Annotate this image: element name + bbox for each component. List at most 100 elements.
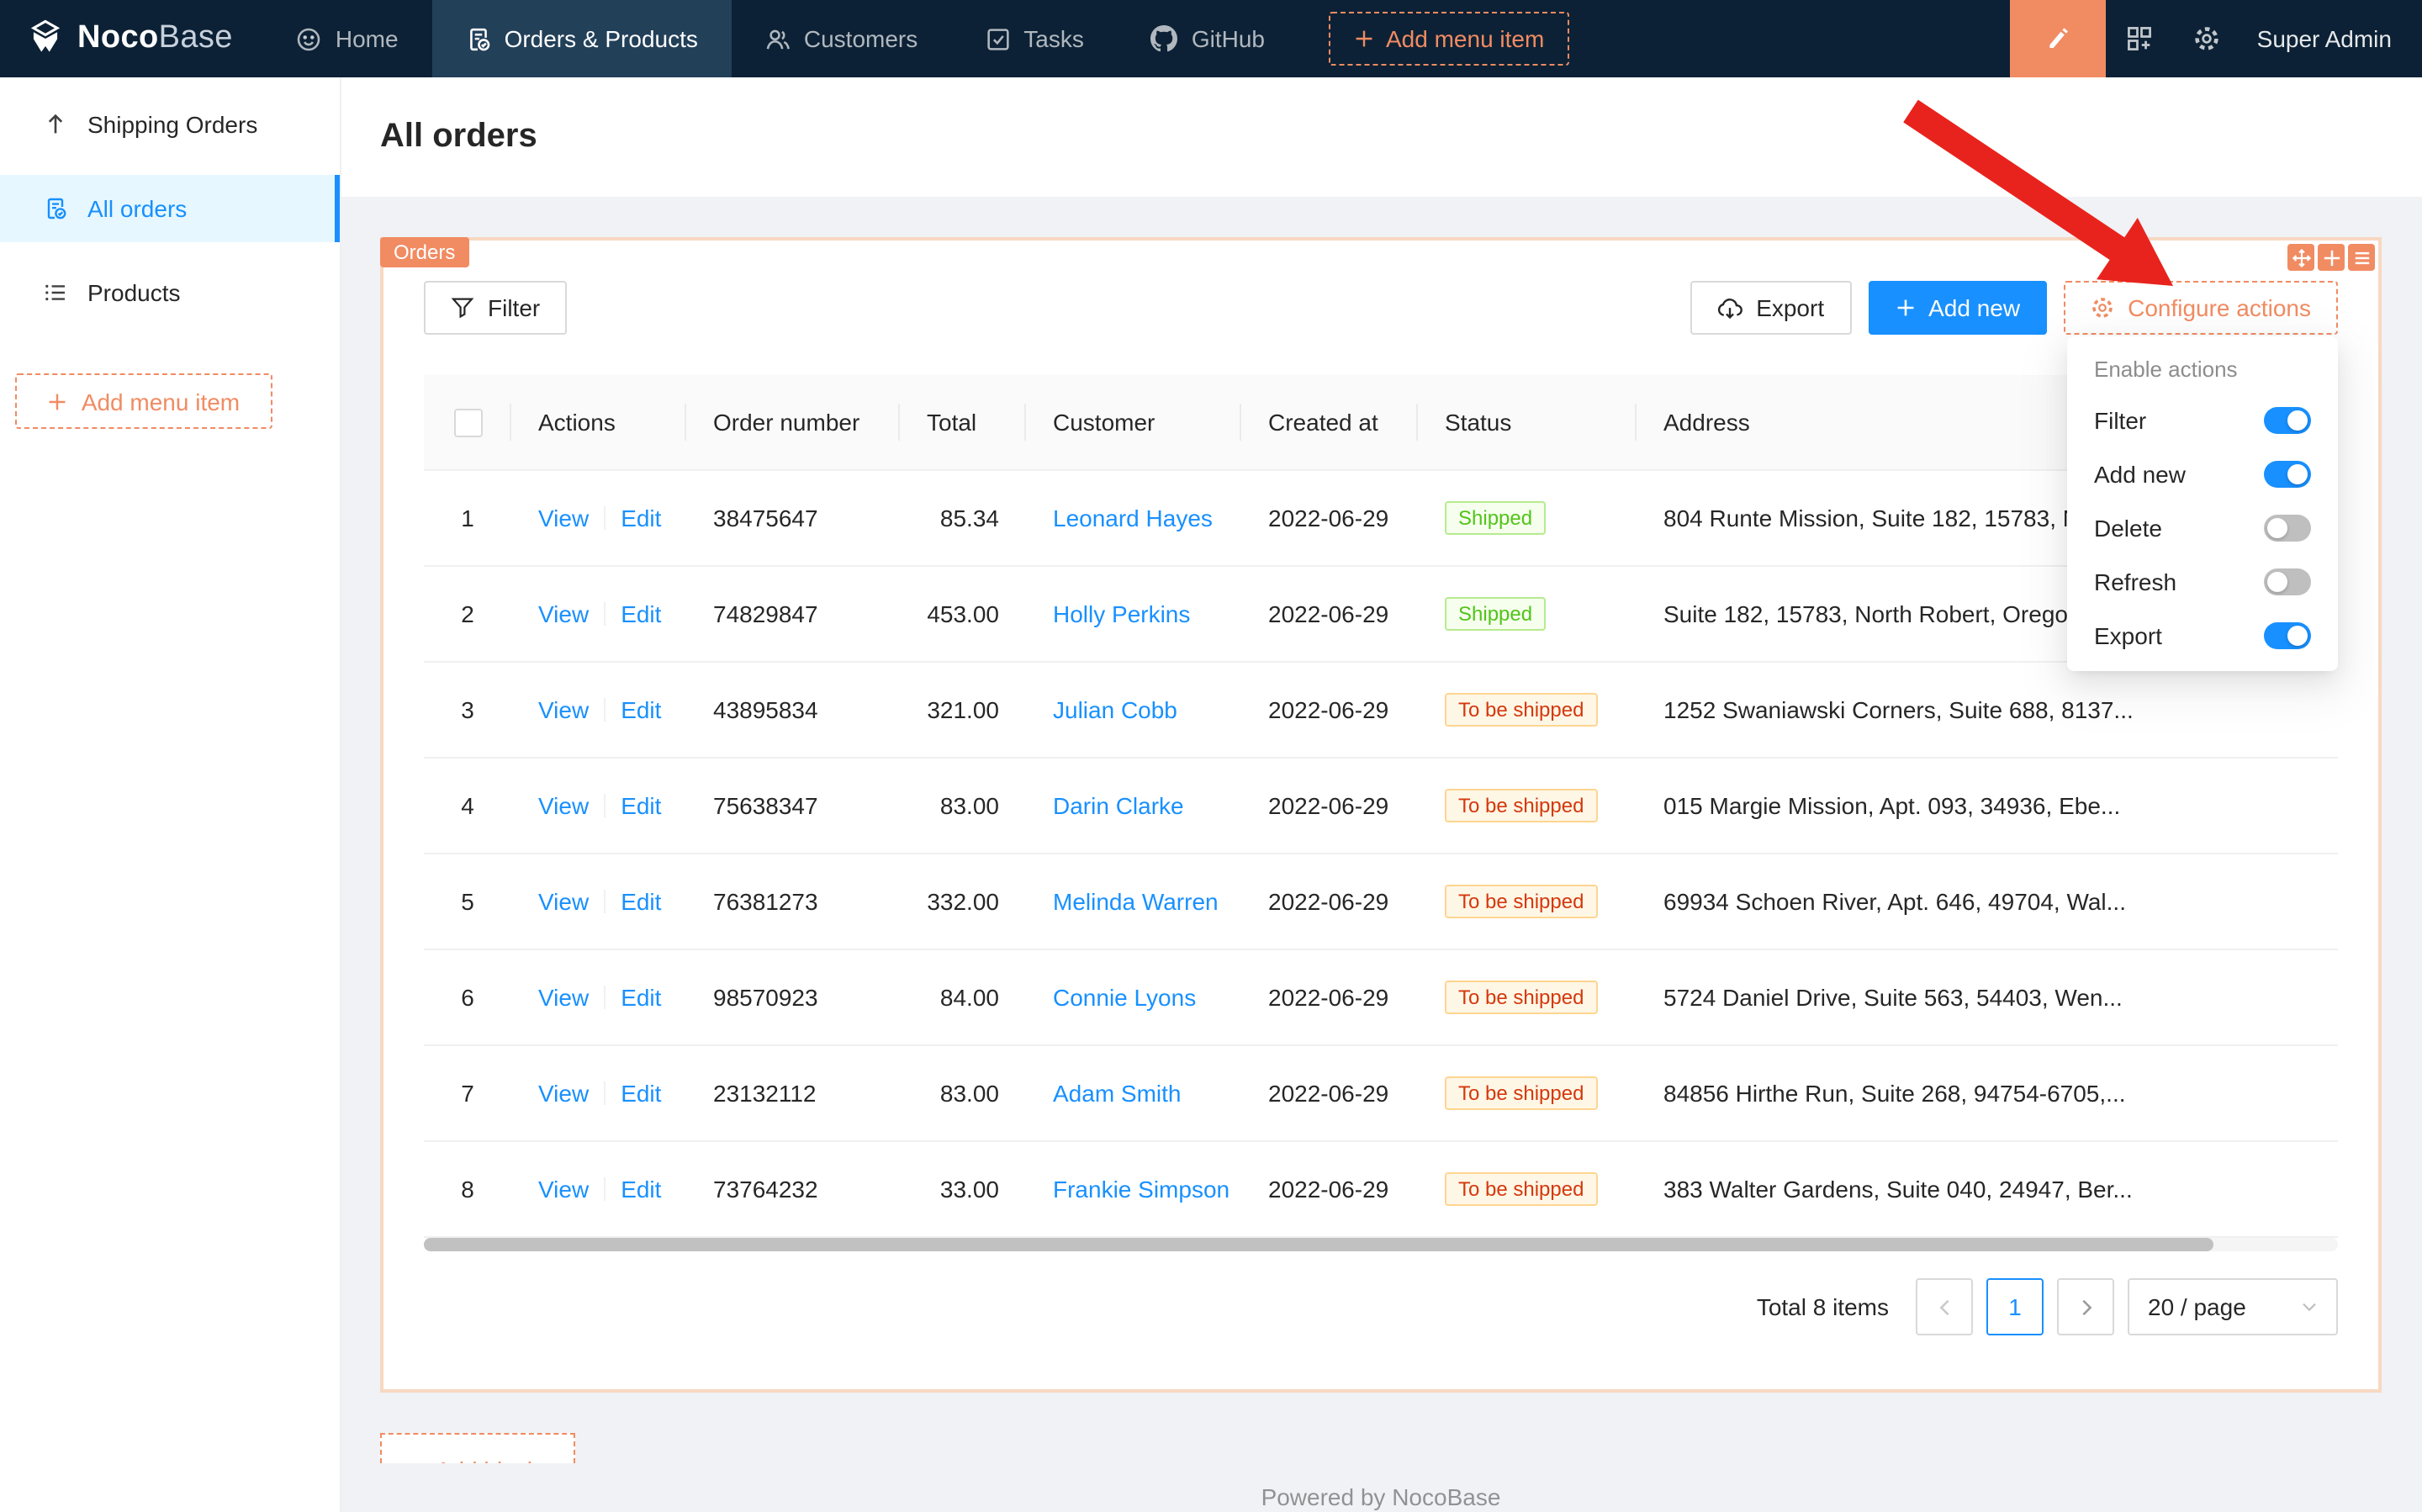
toggle-switch[interactable] bbox=[2264, 515, 2311, 542]
table-row: 6 View Edit 98570923 84.00 Connie Lyons 2022-0… bbox=[424, 949, 2338, 1046]
drag-handle[interactable] bbox=[2287, 244, 2314, 271]
created-at-cell: 2022-06-29 bbox=[1268, 984, 1389, 1011]
edit-link[interactable]: Edit bbox=[621, 792, 662, 819]
table-row: 3 View Edit 43895834 321.00 Julian Cobb 2022-0… bbox=[424, 662, 2338, 759]
table-row: 7 View Edit 23132112 83.00 Adam Smith 2022-06-… bbox=[424, 1045, 2338, 1142]
check-square-icon bbox=[985, 26, 1010, 51]
view-link[interactable]: View bbox=[538, 505, 590, 531]
address-cell: 804 Runte Mission, Suite 182, 15783, N bbox=[1663, 505, 2080, 531]
customer-link[interactable]: Darin Clarke bbox=[1053, 792, 1184, 819]
select-all-checkbox[interactable] bbox=[453, 408, 482, 437]
customer-link[interactable]: Holly Perkins bbox=[1053, 600, 1191, 627]
row-index: 1 bbox=[461, 505, 474, 531]
sidebar: Shipping Orders All orders Products bbox=[0, 77, 341, 1512]
created-at-cell: 2022-06-29 bbox=[1268, 600, 1389, 627]
settings-button[interactable] bbox=[2173, 0, 2240, 77]
edit-link[interactable]: Edit bbox=[621, 600, 662, 627]
nav-item-tasks[interactable]: Tasks bbox=[951, 0, 1118, 77]
customer-link[interactable]: Leonard Hayes bbox=[1053, 505, 1213, 531]
toggle-switch[interactable] bbox=[2264, 622, 2311, 649]
customer-link[interactable]: Melinda Warren bbox=[1053, 888, 1219, 915]
column-header-created-at: Created at bbox=[1241, 375, 1418, 471]
sidebar-item-label: Products bbox=[87, 279, 181, 306]
popover-title: Enable actions bbox=[2094, 357, 2238, 382]
user-name: Super Admin bbox=[2256, 25, 2392, 52]
nav-item-orders-products[interactable]: Orders & Products bbox=[431, 0, 732, 77]
table-row: 5 View Edit 76381273 332.00 Melinda Warren 202… bbox=[424, 854, 2338, 950]
table-header-row: Actions Order number Total Customer Crea… bbox=[424, 375, 2338, 471]
order-number-cell: 98570923 bbox=[713, 984, 818, 1011]
customer-link[interactable]: Frankie Simpson bbox=[1053, 1176, 1230, 1203]
column-header-order-number: Order number bbox=[686, 375, 900, 471]
page-title: All orders bbox=[380, 118, 537, 155]
customer-link[interactable]: Adam Smith bbox=[1053, 1080, 1182, 1107]
navbar-add-menu-item-button[interactable]: Add menu item bbox=[1329, 12, 1570, 66]
customer-link[interactable]: Julian Cobb bbox=[1053, 696, 1177, 723]
view-link[interactable]: View bbox=[538, 696, 590, 723]
view-link[interactable]: View bbox=[538, 792, 590, 819]
view-link[interactable]: View bbox=[538, 984, 590, 1011]
view-link[interactable]: View bbox=[538, 600, 590, 627]
edit-link[interactable]: Edit bbox=[621, 888, 662, 915]
pagination-page-1[interactable]: 1 bbox=[1986, 1278, 2044, 1335]
row-index: 2 bbox=[461, 600, 474, 627]
unordered-list-icon bbox=[44, 281, 67, 304]
horizontal-scrollbar bbox=[424, 1238, 2338, 1251]
row-index: 4 bbox=[461, 792, 474, 819]
pagination-prev-button[interactable] bbox=[1916, 1278, 1973, 1335]
configure-actions-button[interactable]: Configure actions bbox=[2064, 281, 2338, 335]
status-badge: To be shipped bbox=[1445, 693, 1598, 727]
horizontal-scrollbar-thumb[interactable] bbox=[424, 1238, 2214, 1251]
edit-link[interactable]: Edit bbox=[621, 696, 662, 723]
page-size-select[interactable]: 20 / page bbox=[2128, 1278, 2338, 1335]
nav-item-label: Customers bbox=[803, 25, 918, 52]
block-designer-toolbar bbox=[2287, 244, 2375, 271]
funnel-icon bbox=[451, 296, 474, 320]
row-index: 3 bbox=[461, 696, 474, 723]
export-button[interactable]: Export bbox=[1690, 281, 1852, 335]
order-number-cell: 74829847 bbox=[713, 600, 818, 627]
order-number-cell: 43895834 bbox=[713, 696, 818, 723]
view-link[interactable]: View bbox=[538, 1080, 590, 1107]
user-menu[interactable]: Super Admin bbox=[2240, 0, 2422, 77]
plugin-manager-button[interactable] bbox=[2106, 0, 2173, 77]
toggle-switch[interactable] bbox=[2264, 461, 2311, 488]
nav-item-home[interactable]: Home bbox=[263, 0, 432, 77]
address-cell: 383 Walter Gardens, Suite 040, 24947, Be… bbox=[1663, 1176, 2133, 1203]
sidebar-add-menu-item-button[interactable]: Add menu item bbox=[15, 373, 272, 429]
view-link[interactable]: View bbox=[538, 888, 590, 915]
action-divider bbox=[604, 1081, 606, 1105]
edit-link[interactable]: Edit bbox=[621, 1176, 662, 1203]
nav-item-customers[interactable]: Customers bbox=[732, 0, 951, 77]
edit-link[interactable]: Edit bbox=[621, 984, 662, 1011]
plus-icon bbox=[48, 391, 68, 411]
add-block-button[interactable] bbox=[2318, 244, 2345, 271]
enable-action-row: Delete bbox=[2094, 501, 2311, 555]
table-row: 4 View Edit 75638347 83.00 Darin Clarke 2022-0… bbox=[424, 758, 2338, 854]
filter-button[interactable]: Filter bbox=[424, 281, 568, 335]
toggle-switch[interactable] bbox=[2264, 568, 2311, 595]
sidebar-item-all-orders[interactable]: All orders bbox=[0, 175, 340, 242]
add-block-stub-button[interactable]: + Add block bbox=[380, 1433, 575, 1463]
add-menu-item-label: Add menu item bbox=[81, 388, 241, 415]
github-icon bbox=[1150, 25, 1178, 52]
total-cell: 85.34 bbox=[939, 505, 999, 531]
table-row: 2 View Edit 74829847 453.00 Holly Perkins 2022… bbox=[424, 566, 2338, 663]
address-cell: 69934 Schoen River, Apt. 646, 49704, Wal… bbox=[1663, 888, 2126, 915]
block-menu-button[interactable] bbox=[2348, 244, 2375, 271]
edit-link[interactable]: Edit bbox=[621, 1080, 662, 1107]
ui-editor-button[interactable] bbox=[2009, 0, 2106, 77]
sidebar-item-products[interactable]: Products bbox=[0, 259, 340, 326]
table-row: 1 View Edit 38475647 85.34 Leonard Hayes 2022-… bbox=[424, 470, 2338, 567]
customer-link[interactable]: Connie Lyons bbox=[1053, 984, 1197, 1011]
status-badge: Shipped bbox=[1445, 597, 1547, 631]
add-new-button[interactable]: Add new bbox=[1868, 281, 2048, 335]
total-cell: 83.00 bbox=[939, 1080, 999, 1107]
edit-link[interactable]: Edit bbox=[621, 505, 662, 531]
view-link[interactable]: View bbox=[538, 1176, 590, 1203]
pagination-next-button[interactable] bbox=[2057, 1278, 2114, 1335]
action-divider bbox=[604, 506, 606, 530]
nav-item-github[interactable]: GitHub bbox=[1118, 0, 1298, 77]
sidebar-item-shipping-orders[interactable]: Shipping Orders bbox=[0, 91, 340, 158]
toggle-switch[interactable] bbox=[2264, 407, 2311, 434]
